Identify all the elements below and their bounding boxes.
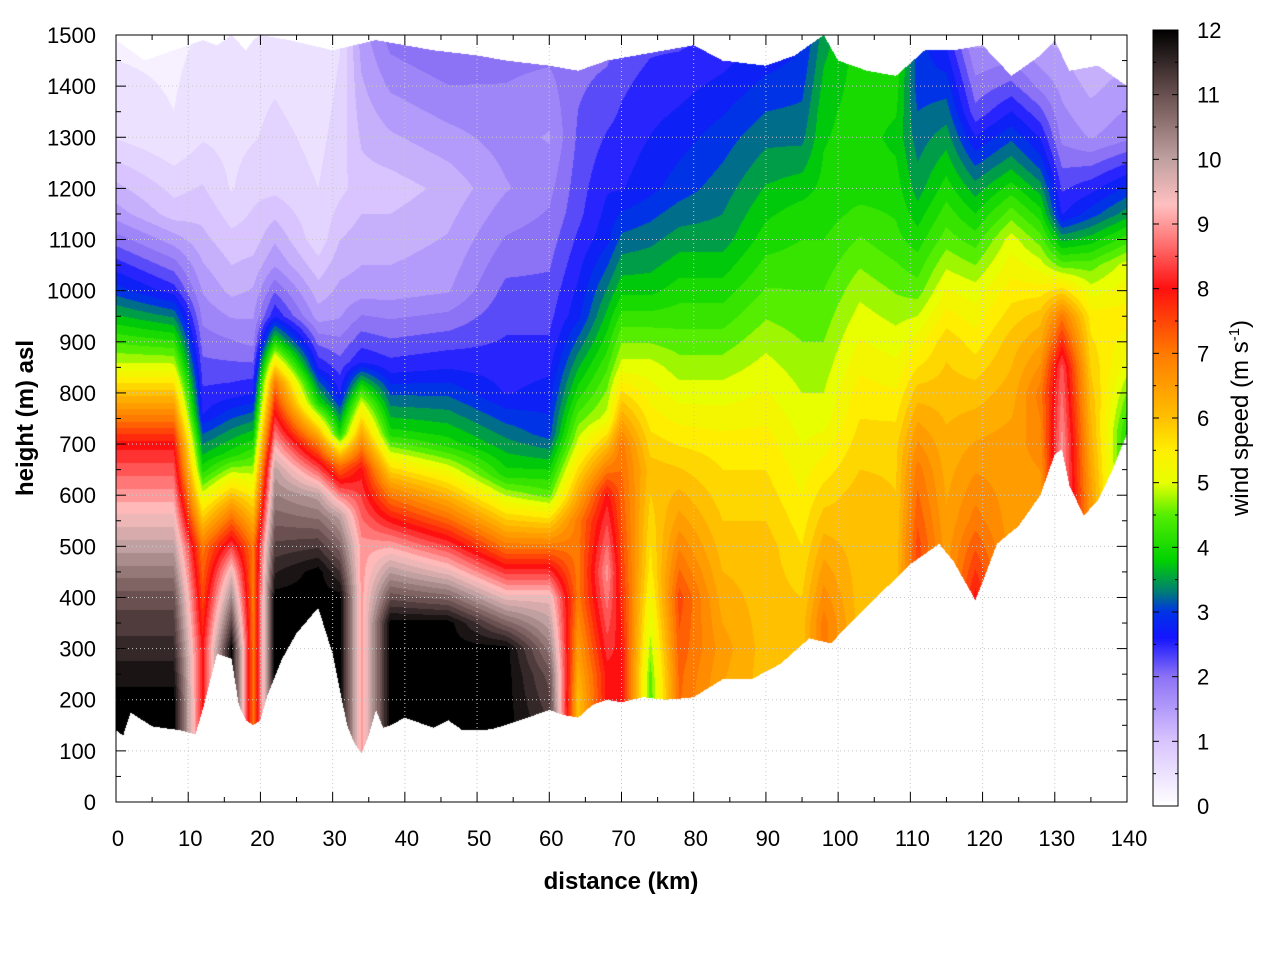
y-tick-label: 1500 bbox=[47, 23, 96, 48]
colorbar-tick-label: 9 bbox=[1197, 212, 1209, 237]
y-tick-label: 0 bbox=[84, 790, 96, 815]
x-tick-label: 90 bbox=[756, 826, 780, 851]
x-tick-label: 100 bbox=[822, 826, 859, 851]
x-tick-label: 70 bbox=[611, 826, 635, 851]
y-tick-label: 300 bbox=[59, 637, 96, 662]
colorbar-tick-label: 5 bbox=[1197, 471, 1209, 496]
colorbar-title-prefix: wind speed (m s bbox=[1227, 341, 1254, 517]
colorbar-tick-label: 3 bbox=[1197, 600, 1209, 625]
x-tick-label: 60 bbox=[539, 826, 563, 851]
colorbar-title: wind speed (m s-1) bbox=[1226, 320, 1254, 517]
y-tick-label: 700 bbox=[59, 432, 96, 457]
y-tick-label: 400 bbox=[59, 585, 96, 610]
colorbar-title-suffix: ) bbox=[1227, 320, 1254, 328]
x-axis-ticks: 0 10 20 30 40 50 60 70 80 90 100 110 120 130 140 bbox=[112, 35, 1147, 851]
wind-speed-heatmap bbox=[116, 35, 1127, 802]
colorbar-tick-label: 7 bbox=[1197, 341, 1209, 366]
colorbar-tick-label: 10 bbox=[1197, 147, 1221, 172]
x-tick-label: 110 bbox=[895, 826, 930, 851]
y-tick-label: 1200 bbox=[47, 176, 96, 201]
y-tick-label: 200 bbox=[59, 688, 96, 713]
colorbar-tick-label: 6 bbox=[1197, 406, 1209, 431]
y-tick-label: 1000 bbox=[47, 279, 96, 304]
y-axis-ticks: 0 100 200 300 400 500 600 700 800 900 1000 1100 1200… bbox=[47, 23, 1127, 815]
y-tick-label: 500 bbox=[59, 534, 96, 559]
colorbar-tick-label: 4 bbox=[1197, 535, 1209, 560]
y-tick-label: 100 bbox=[59, 739, 96, 764]
x-tick-label: 80 bbox=[683, 826, 707, 851]
x-tick-label: 10 bbox=[178, 826, 202, 851]
x-tick-label: 0 bbox=[112, 826, 124, 851]
y-axis-title: height (m) asl bbox=[12, 340, 39, 496]
colorbar-tick-label: 8 bbox=[1197, 277, 1209, 302]
y-tick-label: 1100 bbox=[49, 228, 96, 253]
x-tick-label: 30 bbox=[322, 826, 346, 851]
x-tick-label: 40 bbox=[395, 826, 419, 851]
colorbar-tick-label: 11 bbox=[1197, 83, 1220, 108]
y-tick-label: 900 bbox=[59, 330, 96, 355]
y-tick-label: 1300 bbox=[47, 125, 96, 150]
x-tick-label: 140 bbox=[1111, 826, 1148, 851]
colorbar-tick-label: 1 bbox=[1197, 729, 1209, 754]
x-tick-label: 20 bbox=[250, 826, 274, 851]
x-tick-label: 130 bbox=[1038, 826, 1075, 851]
x-tick-label: 50 bbox=[467, 826, 491, 851]
colorbar-title-superscript: -1 bbox=[1226, 328, 1243, 341]
y-tick-label: 600 bbox=[59, 483, 96, 508]
y-tick-label: 1400 bbox=[47, 74, 96, 99]
plot-grid bbox=[116, 35, 1127, 802]
x-axis-title: distance (km) bbox=[544, 868, 699, 895]
x-tick-label: 120 bbox=[966, 826, 1003, 851]
colorbar-tick-label: 2 bbox=[1197, 665, 1209, 690]
y-tick-label: 800 bbox=[59, 381, 96, 406]
colorbar-tick-label: 0 bbox=[1197, 794, 1209, 819]
colorbar-tick-label: 12 bbox=[1197, 18, 1221, 43]
